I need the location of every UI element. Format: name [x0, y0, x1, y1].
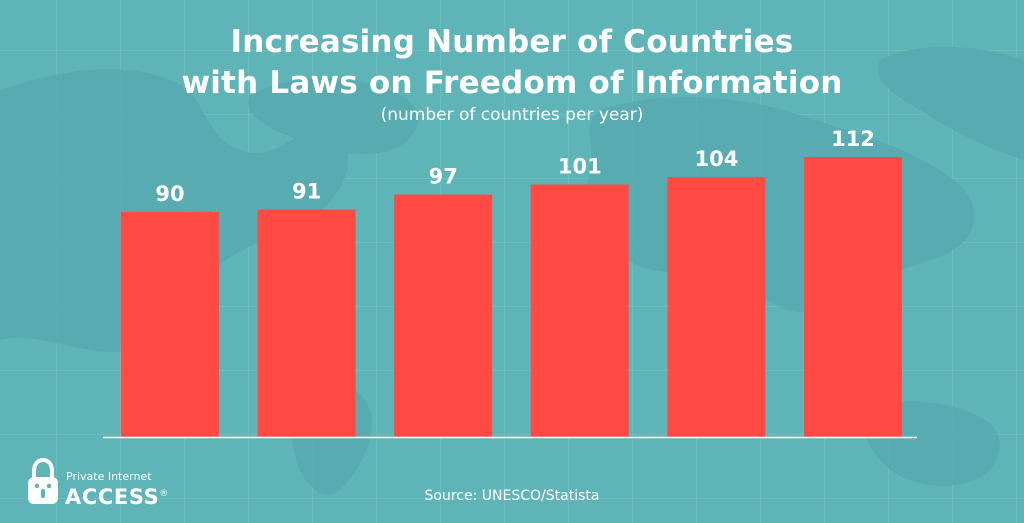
bar-value-label-6: 112	[831, 127, 875, 151]
bar-3	[394, 194, 493, 437]
bar-1	[121, 212, 219, 437]
padlock-icon	[28, 458, 58, 504]
bar-4	[530, 184, 629, 437]
bar-value-label-3: 97	[429, 165, 458, 189]
bar-6	[804, 157, 902, 437]
bar-2	[257, 209, 356, 437]
bar-value-label-5: 104	[694, 147, 738, 171]
bar-value-label-2: 91	[292, 180, 321, 204]
bar-value-label-1: 90	[155, 182, 184, 206]
chart-title-line-2: with Laws on Freedom of Information	[181, 65, 843, 101]
bar-value-label-4: 101	[558, 155, 602, 179]
bar-5	[667, 177, 766, 437]
chart-title-line-1: Increasing Number of Countries	[230, 24, 794, 60]
logo-registered-mark: ®	[159, 489, 169, 499]
logo-wordmark: ACCESS	[65, 485, 160, 509]
logo-text-top: Private Internet	[66, 470, 152, 483]
logo-text-main: ACCESS®	[65, 482, 169, 509]
chart-title: Increasing Number of Countries with Laws…	[0, 22, 1024, 104]
brand-logo: Private Internet ACCESS®	[26, 458, 176, 509]
source-note: Source: UNESCO/Statista	[424, 488, 600, 504]
chart-subtitle: (number of countries per year)	[380, 105, 644, 125]
